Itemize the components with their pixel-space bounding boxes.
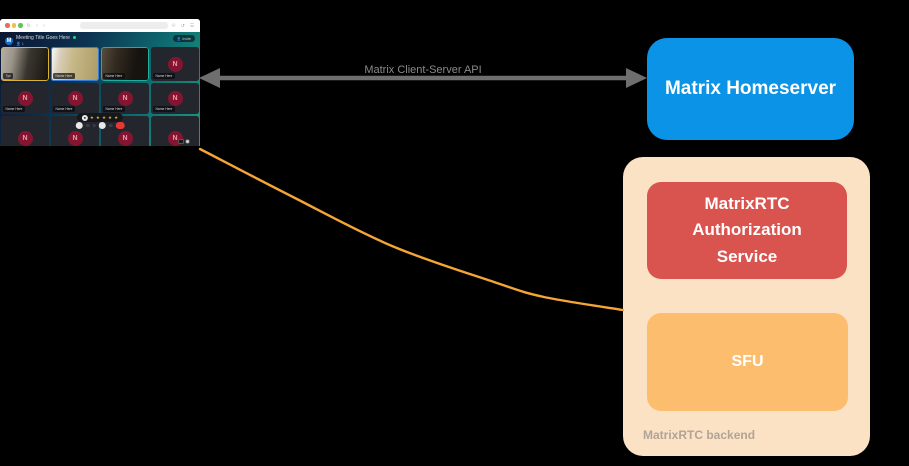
svg-text:Matrix Client-Server API: Matrix Client-Server API — [364, 64, 481, 76]
